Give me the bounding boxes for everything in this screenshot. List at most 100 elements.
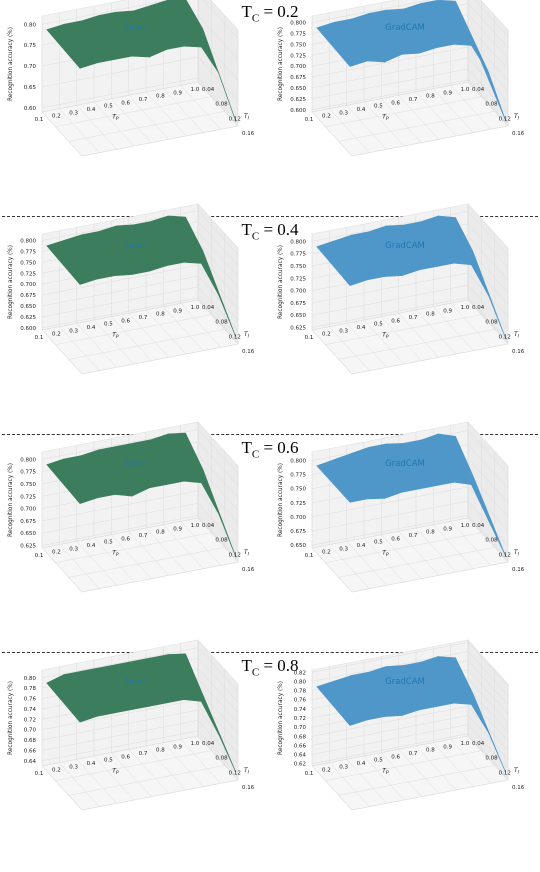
- grid-line: [467, 57, 509, 103]
- grid-line: [41, 286, 199, 318]
- grid-line: [467, 223, 509, 268]
- grid-line: [398, 95, 439, 140]
- x-tick-label: 0.3: [339, 110, 348, 116]
- x-tick-label: 0.5: [104, 322, 113, 328]
- figure-section: TC = 0.2 0.60 0.65 0.70 0.75 0.80 0.1 0.2 0.3 0.4…: [0, 0, 540, 218]
- x-tick-label: 0.6: [391, 754, 400, 760]
- x-tick-label: 0.9: [173, 744, 182, 750]
- grid-line: [41, 111, 83, 157]
- grid-line: [41, 735, 199, 767]
- depth-tick-label: 0.16: [512, 567, 525, 573]
- grid-line: [450, 521, 491, 566]
- x-tick-label: 0.6: [121, 536, 130, 542]
- x-tick-label: 1.0: [461, 523, 470, 529]
- z-tick-label: 0.675: [20, 293, 36, 299]
- z-tick-label: 0.74: [24, 707, 37, 713]
- x-tick-label: 0.3: [69, 328, 78, 334]
- grid-line: [467, 486, 509, 532]
- grid-line: [93, 319, 135, 365]
- depth-tick-label: 0.16: [512, 785, 525, 791]
- x-tick-label: 0.2: [52, 550, 61, 556]
- plot-title: Lime: [125, 677, 146, 687]
- x-tick-label: 0.1: [35, 553, 44, 559]
- z-tick-label: 0.725: [290, 276, 306, 282]
- grid-line: [467, 715, 509, 760]
- section-title: TC = 0.8: [0, 656, 540, 678]
- x-axis-label: TP: [382, 550, 389, 559]
- grid-line: [311, 284, 469, 316]
- grid-line: [467, 660, 509, 705]
- grid-line: [415, 745, 457, 791]
- x-tick-label: 0.1: [305, 117, 314, 123]
- grid-line: [93, 537, 135, 583]
- z-tick-label: 0.64: [24, 759, 37, 765]
- grid-line: [363, 537, 405, 583]
- x-tick-label: 0.3: [339, 764, 348, 770]
- z-tick-label: 0.625: [20, 315, 36, 321]
- grid-line: [197, 668, 239, 713]
- grid-line: [311, 486, 469, 518]
- grid-line: [338, 765, 495, 796]
- grid-line: [311, 642, 469, 673]
- z-tick-label: 0.775: [290, 252, 306, 258]
- grid-line: [197, 517, 239, 563]
- grid-line: [311, 0, 431, 23]
- depth-tick-label: 0.16: [242, 349, 255, 355]
- section-divider: [2, 434, 538, 435]
- depth-tick-label: 0.08: [215, 756, 228, 762]
- surface: [316, 0, 507, 122]
- depth-tick-label: 0.08: [485, 320, 498, 326]
- z-tick-label: 0.68: [24, 738, 37, 744]
- grid-line: [351, 561, 509, 593]
- x-tick-label: 0.3: [339, 546, 348, 552]
- x-tick-label: 0.5: [104, 758, 113, 764]
- grid-line: [311, 81, 469, 113]
- z-tick-label: 0.75: [24, 43, 37, 49]
- grid-line: [338, 111, 495, 142]
- grid-line: [338, 547, 495, 578]
- grid-line: [467, 733, 509, 778]
- grid-line: [41, 81, 199, 113]
- section-title-value: = 0.4: [259, 220, 299, 239]
- grid-line: [467, 3, 509, 48]
- x-tick-label: 0.6: [121, 100, 130, 106]
- depth-tick-label: 0.12: [499, 116, 511, 122]
- grid-line: [59, 108, 100, 153]
- x-tick-label: 0.5: [374, 104, 383, 110]
- grid-line: [41, 730, 199, 762]
- x-tick-label: 0.3: [69, 764, 78, 770]
- surface-patch: [455, 657, 507, 774]
- section-title-subscript: C: [251, 230, 260, 243]
- grid-line: [450, 85, 491, 130]
- surface-patch: [455, 436, 507, 558]
- x-tick-label: 1.0: [191, 523, 200, 529]
- grid-line: [197, 264, 239, 310]
- grid-line: [197, 275, 239, 321]
- figure-section: TC = 0.4 0.600 0.625 0.650 0.675 0.700 0.725 0.…: [0, 203, 540, 436]
- grid-line: [474, 0, 509, 37]
- grid-line: [41, 765, 83, 811]
- grid-line: [311, 706, 469, 737]
- plot-title: GradCAM: [385, 23, 425, 33]
- surface: [316, 656, 507, 774]
- depth-tick-label: 0.04: [202, 523, 215, 529]
- x-tick-label: 0.8: [156, 530, 165, 536]
- grid-line: [415, 309, 457, 355]
- x-tick-label: 0.7: [409, 751, 418, 757]
- grid-line: [145, 309, 187, 355]
- grid-line: [41, 547, 83, 593]
- grid-line: [197, 689, 239, 734]
- z-tick-label: 0.750: [290, 487, 306, 493]
- plot-title: GradCAM: [385, 459, 425, 469]
- grid-line: [197, 720, 239, 765]
- z-tick-label: 0.750: [20, 260, 36, 266]
- x-tick-label: 0.9: [443, 744, 452, 750]
- grid-line: [197, 297, 239, 342]
- grid-line: [381, 752, 422, 797]
- grid-line: [467, 46, 509, 92]
- depth-tick-label: 0.08: [215, 320, 228, 326]
- x-tick-label: 0.6: [121, 754, 130, 760]
- grid-line: [467, 211, 509, 256]
- grid-line: [180, 85, 221, 130]
- grid-line: [41, 720, 199, 751]
